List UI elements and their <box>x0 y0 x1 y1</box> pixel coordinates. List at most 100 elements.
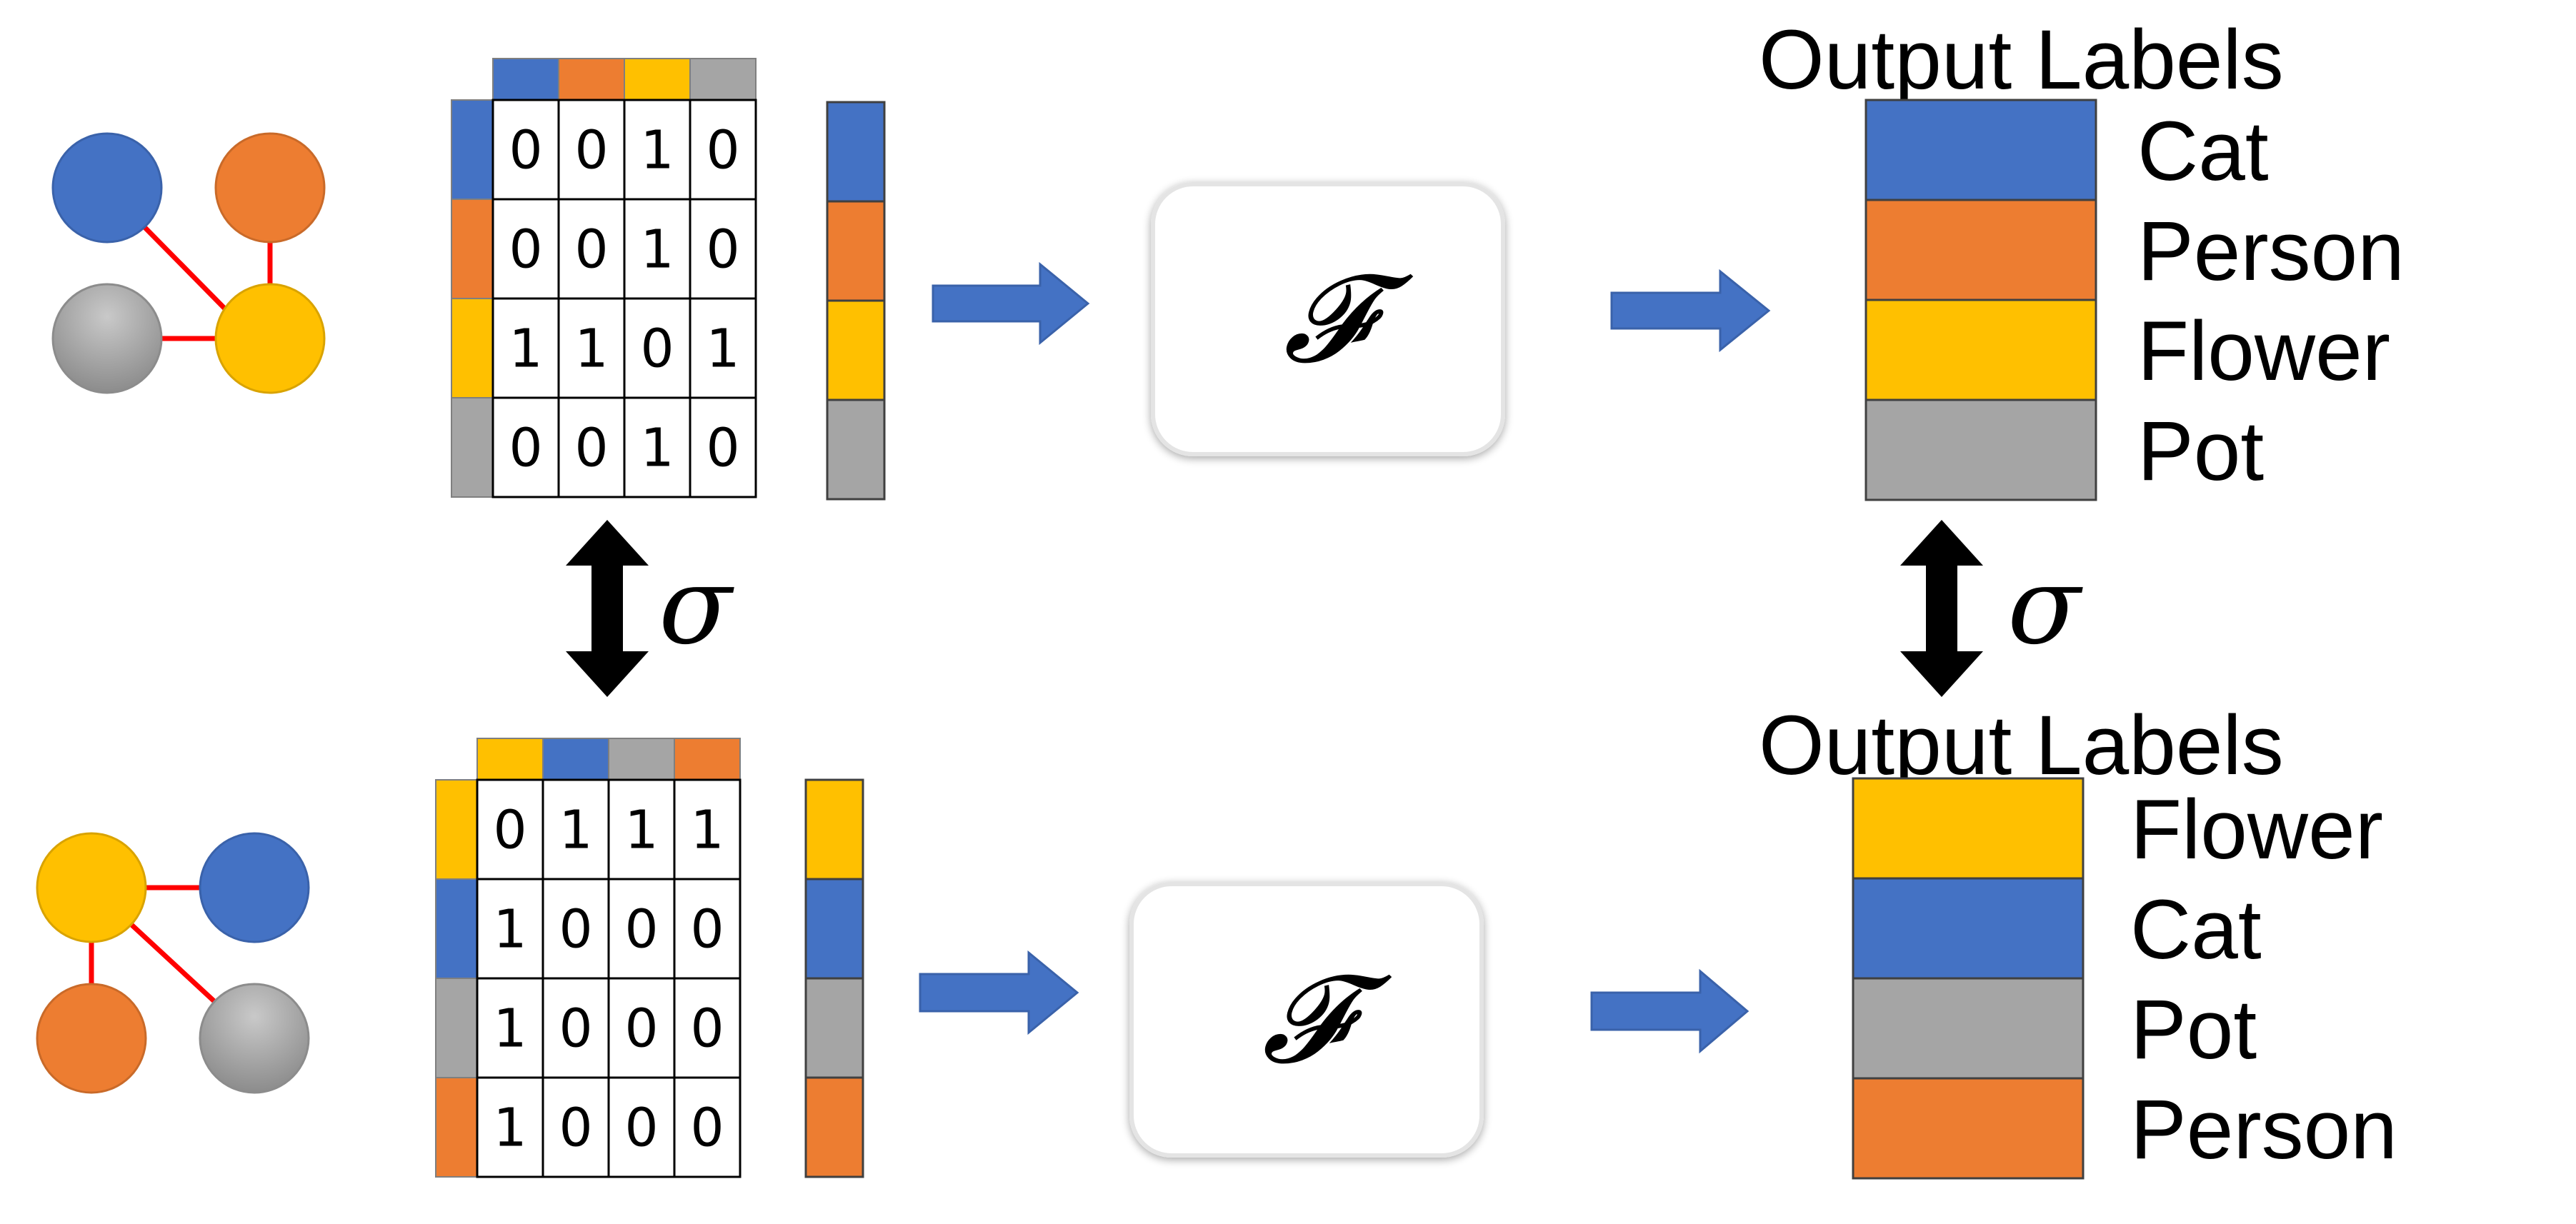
feature-cell-orange <box>804 1076 864 1178</box>
matrix-cell <box>689 297 757 399</box>
matrix-row-color-gray <box>451 397 494 498</box>
bottom-node-gray <box>199 983 310 1094</box>
matrix-cell-value: 0 <box>706 418 739 479</box>
matrix-header-color-orange <box>674 738 741 781</box>
matrix-row-color-blue <box>435 878 478 979</box>
top-adjacency-matrix: 0 0 1 00 0 1 01 1 0 10 0 1 0 <box>451 58 757 498</box>
matrix-cell-value: 0 <box>690 998 724 1060</box>
output-label: Person <box>2130 1083 2397 1177</box>
double-arrow-icon <box>566 520 649 697</box>
matrix-header-color-gray <box>689 58 757 101</box>
matrix-cell-value: 0 <box>690 1098 724 1159</box>
top-function-box <box>1151 182 1505 456</box>
matrix-cell <box>623 99 692 201</box>
matrix-cell-value: 0 <box>509 418 542 479</box>
matrix-cell-value: 0 <box>574 120 608 181</box>
bottom-function-box <box>1129 882 1484 1158</box>
top-node-yellow <box>214 283 326 394</box>
matrix-header-color-gray <box>608 738 675 781</box>
bottom-arrow-to-output <box>1590 968 1749 1054</box>
matrix-row-color-gray <box>435 978 478 1078</box>
arrow-right-icon <box>932 261 1090 346</box>
bottom-graph <box>36 832 310 1094</box>
left-sigma: σ <box>659 544 734 668</box>
matrix-cell-value: 1 <box>690 800 724 861</box>
matrix-cell-value: 0 <box>574 418 608 479</box>
arrow-right-icon <box>919 950 1079 1035</box>
output-label: Person <box>2137 204 2405 299</box>
matrix-cell <box>623 396 692 498</box>
output-label: Pot <box>2137 404 2264 498</box>
matrix-cell <box>541 977 610 1079</box>
feature-cell-blue <box>804 878 864 980</box>
matrix-cell <box>541 1076 610 1178</box>
matrix-cell-value: 0 <box>640 318 674 380</box>
matrix-cell <box>557 396 626 498</box>
matrix-cell <box>541 778 610 881</box>
matrix-cell-value: 0 <box>624 1098 658 1159</box>
matrix-cell <box>557 99 626 201</box>
matrix-cell <box>491 297 560 399</box>
feature-cell-orange <box>826 200 886 302</box>
bottom-arrow-to-function <box>919 950 1079 1035</box>
matrix-cell-value: 1 <box>706 318 739 380</box>
output-color-gray <box>1864 398 2097 501</box>
double-arrow-icon <box>1900 520 1983 697</box>
matrix-cell <box>491 99 560 201</box>
matrix-cell-value: 0 <box>624 899 658 960</box>
matrix-cell-value: 1 <box>640 120 674 181</box>
feature-cell-gray <box>826 398 886 501</box>
top-node-orange <box>214 132 326 244</box>
output-label: Cat <box>2130 883 2262 977</box>
matrix-cell-value: 1 <box>509 318 542 380</box>
output-color-blue <box>1864 99 2097 201</box>
matrix-cell <box>673 778 742 881</box>
bottom-node-yellow <box>36 832 147 943</box>
matrix-cell-value: 1 <box>493 998 526 1060</box>
arrow-right-icon <box>1590 968 1749 1054</box>
output-label: Flower <box>2137 304 2390 398</box>
output-label: Pot <box>2130 983 2257 1077</box>
matrix-cell-value: 0 <box>624 998 658 1060</box>
matrix-cell-value: 0 <box>509 219 542 281</box>
right-sigma: σ <box>2007 544 2083 668</box>
function-box <box>1151 182 1505 456</box>
top-feature-column <box>826 101 886 501</box>
matrix-cell-value: 1 <box>493 1098 526 1159</box>
matrix-cell <box>673 878 742 980</box>
matrix-row-color-blue <box>451 99 494 200</box>
matrix-cell-value: 1 <box>624 800 658 861</box>
right-permutation-arrow <box>1900 520 1983 697</box>
matrix-cell <box>673 1076 742 1178</box>
matrix-cell-value: 0 <box>706 120 739 181</box>
top-node-gray <box>51 283 163 394</box>
bottom-node-blue <box>199 832 310 943</box>
output-color-gray <box>1852 977 2085 1080</box>
matrix-cell <box>541 878 610 980</box>
matrix-cell <box>607 1076 676 1178</box>
function-box <box>1129 882 1484 1158</box>
matrix-row-color-orange <box>451 199 494 299</box>
output-label: Cat <box>2137 104 2269 199</box>
left-permutation-arrow <box>566 520 649 697</box>
matrix-row-color-yellow <box>435 779 478 880</box>
matrix-header-color-yellow <box>624 58 691 101</box>
matrix-cell <box>607 977 676 1079</box>
matrix-cell <box>673 977 742 1079</box>
matrix-cell-value: 1 <box>640 418 674 479</box>
top-node-blue <box>51 132 163 244</box>
top-arrow-to-output <box>1610 269 1771 353</box>
output-color-blue <box>1852 877 2085 980</box>
top-graph <box>51 132 326 394</box>
matrix-cell <box>491 396 560 498</box>
matrix-cell-value: 1 <box>493 899 526 960</box>
matrix-row-color-yellow <box>451 298 494 398</box>
matrix-cell <box>689 396 757 498</box>
output-label: Flower <box>2130 783 2383 877</box>
matrix-cell <box>476 778 544 881</box>
feature-cell-yellow <box>826 299 886 401</box>
output-color-orange <box>1864 199 2097 301</box>
